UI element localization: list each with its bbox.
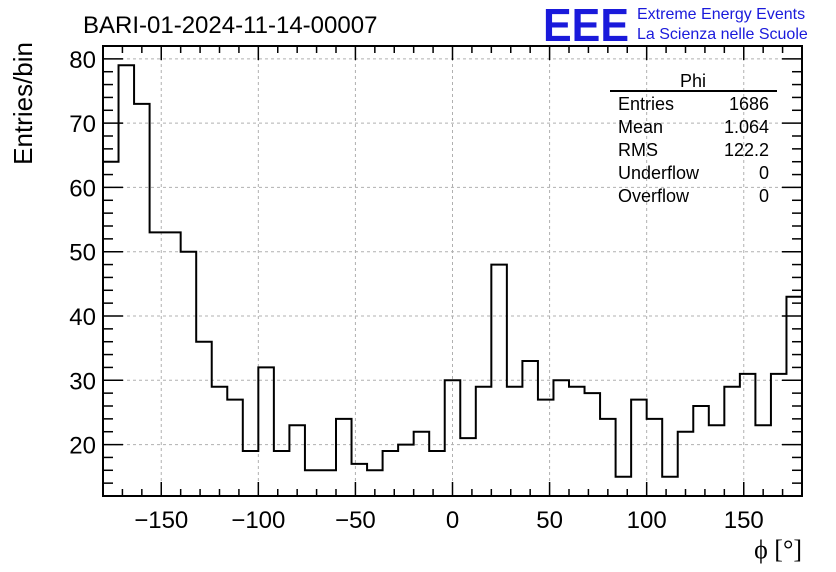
y-tick-label: 50 bbox=[69, 240, 96, 267]
histogram-bin bbox=[522, 361, 538, 496]
histogram-bin bbox=[243, 451, 259, 496]
stats-row-label: Overflow bbox=[618, 186, 690, 206]
histogram-bin bbox=[724, 387, 740, 496]
stats-box: Phi Entries 1686 Mean 1.064 RMS 122.2 Underflo… bbox=[610, 71, 777, 206]
stats-row-value: 1.064 bbox=[724, 117, 769, 137]
histogram-bin bbox=[740, 374, 756, 496]
histogram-bin bbox=[414, 432, 430, 496]
x-tick-label: −100 bbox=[231, 507, 285, 534]
histogram-bin bbox=[367, 470, 383, 496]
histogram-bin bbox=[476, 387, 492, 496]
histogram-bin bbox=[212, 387, 228, 496]
y-tick-label: 70 bbox=[69, 111, 96, 138]
histogram-bin bbox=[678, 432, 694, 496]
histogram-bin bbox=[134, 104, 150, 496]
histogram-bin bbox=[305, 470, 321, 496]
eee-logo-mark: EEE bbox=[543, 0, 629, 51]
x-tick-label: 50 bbox=[536, 507, 563, 534]
histogram-bin bbox=[429, 451, 445, 496]
y-tick-label: 80 bbox=[69, 47, 96, 74]
histogram-bin bbox=[600, 419, 616, 496]
histogram-bin bbox=[662, 477, 678, 496]
histogram-bin bbox=[631, 400, 647, 496]
histogram-bin bbox=[196, 342, 212, 496]
histogram-bin bbox=[398, 445, 414, 496]
stats-row-value: 1686 bbox=[729, 94, 769, 114]
eee-logo: EEE Extreme Energy Events La Scienza nel… bbox=[543, 0, 808, 51]
histogram-bin bbox=[258, 367, 274, 496]
x-tick-label: −150 bbox=[134, 507, 188, 534]
histogram-bin bbox=[709, 425, 725, 496]
y-tick-label: 30 bbox=[69, 368, 96, 395]
histogram-bin bbox=[274, 451, 290, 496]
histogram-bin bbox=[647, 419, 663, 496]
stats-box-title: Phi bbox=[680, 71, 706, 91]
histogram-outline bbox=[103, 64, 802, 478]
stats-row-value: 0 bbox=[759, 163, 769, 183]
x-tick-label: 150 bbox=[724, 507, 764, 534]
histogram-bin bbox=[165, 232, 181, 496]
histogram-bin bbox=[181, 252, 197, 496]
y-tick-label: 40 bbox=[69, 304, 96, 331]
histogram-bin bbox=[771, 374, 787, 496]
histogram-bin bbox=[119, 65, 135, 496]
histogram-bin bbox=[507, 387, 523, 496]
histogram-bin bbox=[336, 419, 352, 496]
histogram-bin bbox=[786, 297, 802, 496]
histogram-bin bbox=[491, 265, 507, 496]
histogram-bin bbox=[383, 451, 399, 496]
stats-row-label: Entries bbox=[618, 94, 674, 114]
chart-title: BARI-01-2024-11-14-00007 bbox=[83, 12, 377, 39]
eee-logo-line2: La Scienza nelle Scuole bbox=[637, 26, 808, 43]
stats-row-value: 122.2 bbox=[724, 140, 769, 160]
histogram-bin bbox=[320, 470, 336, 496]
histogram-bin bbox=[150, 232, 166, 496]
stats-row-label: RMS bbox=[618, 140, 658, 160]
histogram-bin bbox=[227, 400, 243, 496]
axis-ticks bbox=[102, 45, 803, 496]
histogram-bin bbox=[569, 387, 585, 496]
histogram-bin bbox=[585, 393, 601, 496]
histogram-bin bbox=[553, 380, 569, 496]
stats-box-rows: Entries 1686 Mean 1.064 RMS 122.2 Underflow 0 Ov… bbox=[618, 94, 769, 206]
x-tick-label: 0 bbox=[446, 507, 459, 534]
histogram-bin bbox=[445, 380, 461, 496]
plot-frame bbox=[102, 45, 803, 497]
axis-tick-labels: −150 −100 −50 0 50 100 150 20 30 40 50 60 70 80 bbox=[69, 47, 763, 534]
stats-row-label: Mean bbox=[618, 117, 663, 137]
histogram-bin bbox=[352, 464, 368, 496]
x-tick-label: 100 bbox=[627, 507, 667, 534]
histogram-bin bbox=[616, 477, 632, 496]
histogram-bin bbox=[103, 162, 119, 496]
x-axis-label: ϕ [°] bbox=[754, 535, 802, 564]
stats-row-value: 0 bbox=[759, 186, 769, 206]
histogram-bin bbox=[755, 425, 771, 496]
y-axis-label: Entries/bin bbox=[8, 42, 38, 165]
histogram-bin bbox=[289, 425, 305, 496]
histogram-bin bbox=[693, 406, 709, 496]
y-tick-label: 60 bbox=[69, 175, 96, 202]
histogram-bin bbox=[460, 438, 476, 496]
eee-logo-line1: Extreme Energy Events bbox=[637, 6, 805, 23]
stats-row-label: Underflow bbox=[618, 163, 700, 183]
x-tick-label: −50 bbox=[335, 507, 376, 534]
y-tick-label: 20 bbox=[69, 433, 96, 460]
histogram-bin bbox=[538, 400, 554, 496]
